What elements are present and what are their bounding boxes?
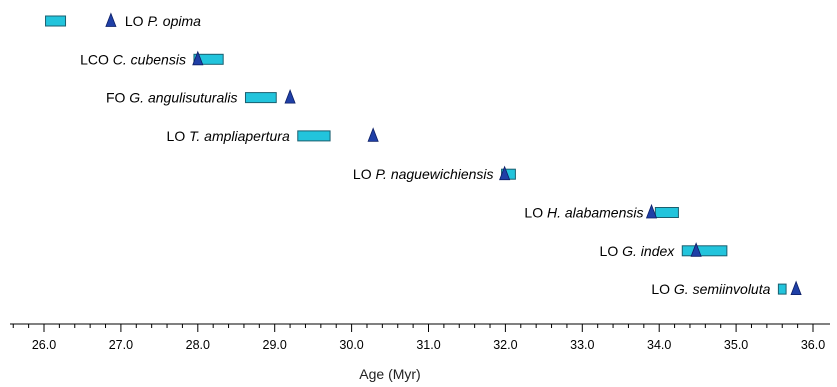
event-prefix: LCO — [80, 51, 113, 67]
age-marker-triangle — [284, 88, 296, 104]
event-label: LO P. naguewichiensis — [353, 166, 494, 182]
event-row: FO G. angulisuturalis — [106, 88, 296, 106]
event-species: T. ampliapertura — [189, 128, 290, 144]
event-species: P. naguewichiensis — [376, 166, 494, 182]
tick-label: 33.0 — [570, 338, 594, 352]
tick-label: 28.0 — [186, 338, 210, 352]
age-marker-triangle — [645, 203, 658, 219]
event-row: LO G. index — [600, 242, 728, 259]
tick-label: 31.0 — [416, 338, 440, 352]
event-species: C. cubensis — [113, 51, 186, 67]
event-prefix: LO — [651, 281, 674, 297]
event-prefix: LO — [167, 128, 190, 144]
age-marker-triangle — [499, 165, 511, 181]
event-label: LO P. opima — [125, 13, 201, 29]
age-marker-triangle — [367, 127, 379, 142]
age-range-box — [777, 283, 787, 295]
tick-label: 27.0 — [109, 338, 133, 352]
event-row: LO G. semiinvoluta — [651, 280, 802, 297]
event-row: LCO C. cubensis — [80, 50, 224, 67]
age-range-box — [193, 53, 224, 65]
age-marker-triangle — [690, 242, 702, 257]
event-prefix: LO — [353, 166, 376, 182]
event-label: FO G. angulisuturalis — [106, 90, 238, 106]
tick-label: 29.0 — [263, 338, 287, 352]
age-range-box — [45, 15, 67, 27]
age-range-box — [654, 207, 679, 218]
age-marker-triangle — [192, 50, 204, 66]
tick-label: 32.0 — [493, 338, 517, 352]
x-axis-title: Age (Myr) — [359, 366, 420, 382]
tick-label: 30.0 — [339, 338, 363, 352]
age-marker-triangle — [105, 12, 117, 27]
events-layer: LO P. opima LCO C. cubensis FO G. angulisu… — [45, 12, 802, 297]
event-prefix: LO — [600, 243, 623, 259]
event-species: G. angulisuturalis — [129, 90, 237, 106]
event-label: LO H. alabamensis — [524, 205, 643, 221]
tick-label: 34.0 — [647, 338, 671, 352]
event-label: LO G. semiinvoluta — [651, 281, 770, 297]
event-label: LCO C. cubensis — [80, 51, 186, 67]
age-range-box — [297, 130, 331, 142]
event-row: LO H. alabamensis — [524, 203, 679, 221]
event-row: LO P. opima — [45, 12, 201, 29]
age-range-box — [244, 92, 277, 104]
tick-label: 35.0 — [724, 338, 748, 352]
event-species: G. index — [622, 243, 675, 259]
event-prefix: LO — [524, 205, 547, 221]
event-label: LO T. ampliapertura — [167, 128, 290, 144]
event-label: LO G. index — [600, 243, 676, 259]
event-row: LO T. ampliapertura — [167, 127, 379, 144]
event-species: P. opima — [147, 13, 201, 29]
event-prefix: FO — [106, 90, 129, 106]
event-species: H. alabamensis — [547, 205, 644, 221]
tick-label: 26.0 — [32, 338, 56, 352]
age-marker-triangle — [790, 280, 802, 296]
x-axis: 26.0 27.0 28.0 29.0 30.0 31.0 32.0 33.0 34.0 35.0… — [10, 323, 830, 352]
tick-label: 36.0 — [801, 338, 825, 352]
event-row: LO P. naguewichiensis — [353, 165, 516, 182]
event-species: G. semiinvoluta — [674, 281, 771, 297]
event-prefix: LO — [125, 13, 148, 29]
age-range-box — [681, 245, 728, 257]
